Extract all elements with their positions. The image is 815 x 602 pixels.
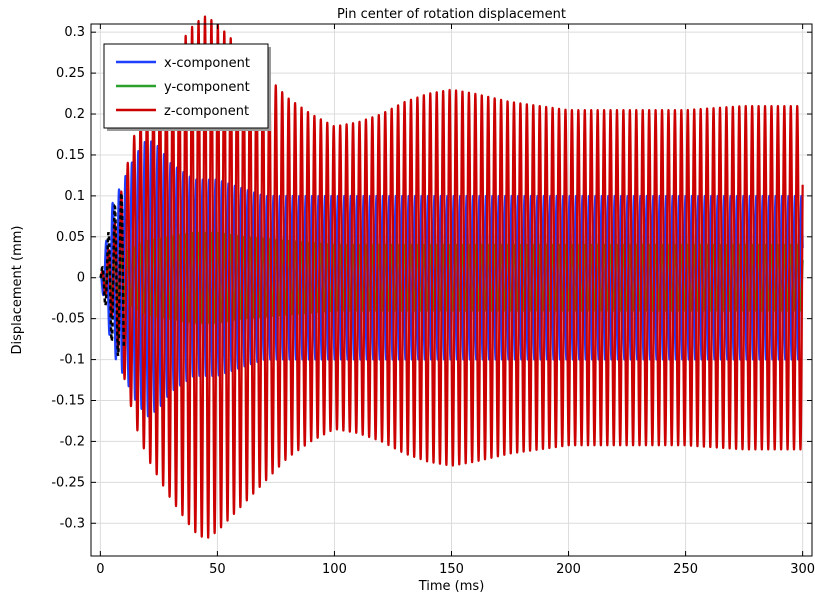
y-tick-label: 0.2 (64, 107, 85, 122)
y-tick-label: -0.1 (60, 353, 85, 368)
x-axis-title: Time (ms) (418, 579, 485, 594)
x-tick-label: 150 (439, 562, 464, 577)
legend-label-z-component: z-component (164, 104, 249, 119)
y-axis-title: Displacement (mm) (10, 226, 25, 355)
y-tick-label: 0.15 (56, 148, 85, 163)
series-lines (99, 15, 804, 539)
x-tick-label: 0 (96, 562, 104, 577)
chart-title: Pin center of rotation displacement (337, 7, 566, 22)
x-tick-label: 200 (556, 562, 581, 577)
legend-label-y-component: y-component (164, 80, 250, 95)
y-tick-label: 0.1 (64, 189, 85, 204)
y-tick-label: 0 (77, 271, 85, 286)
y-tick-label: -0.25 (51, 475, 85, 490)
x-tick-label: 100 (322, 562, 347, 577)
y-tick-label: 0.3 (64, 25, 85, 40)
y-tick-label: 0.25 (56, 66, 85, 81)
legend-label-x-component: x-component (164, 56, 250, 71)
y-tick-label: -0.3 (60, 516, 85, 531)
x-tick-label: 50 (209, 562, 226, 577)
legend: x-component y-component z-component (103, 43, 271, 131)
x-tick-label: 300 (790, 562, 815, 577)
y-tick-label: -0.2 (60, 434, 85, 449)
early-dashed-line (99, 188, 126, 357)
y-tick-label: -0.05 (51, 312, 85, 327)
y-tick-label: -0.15 (51, 393, 85, 408)
x-tick-label: 250 (673, 562, 698, 577)
y-tick-label: 0.05 (56, 230, 85, 245)
axis-ticks: 0 50 100 150 200 250 300 -0.3 -0.25 -0.2 -0.15 -0.1… (51, 24, 815, 577)
